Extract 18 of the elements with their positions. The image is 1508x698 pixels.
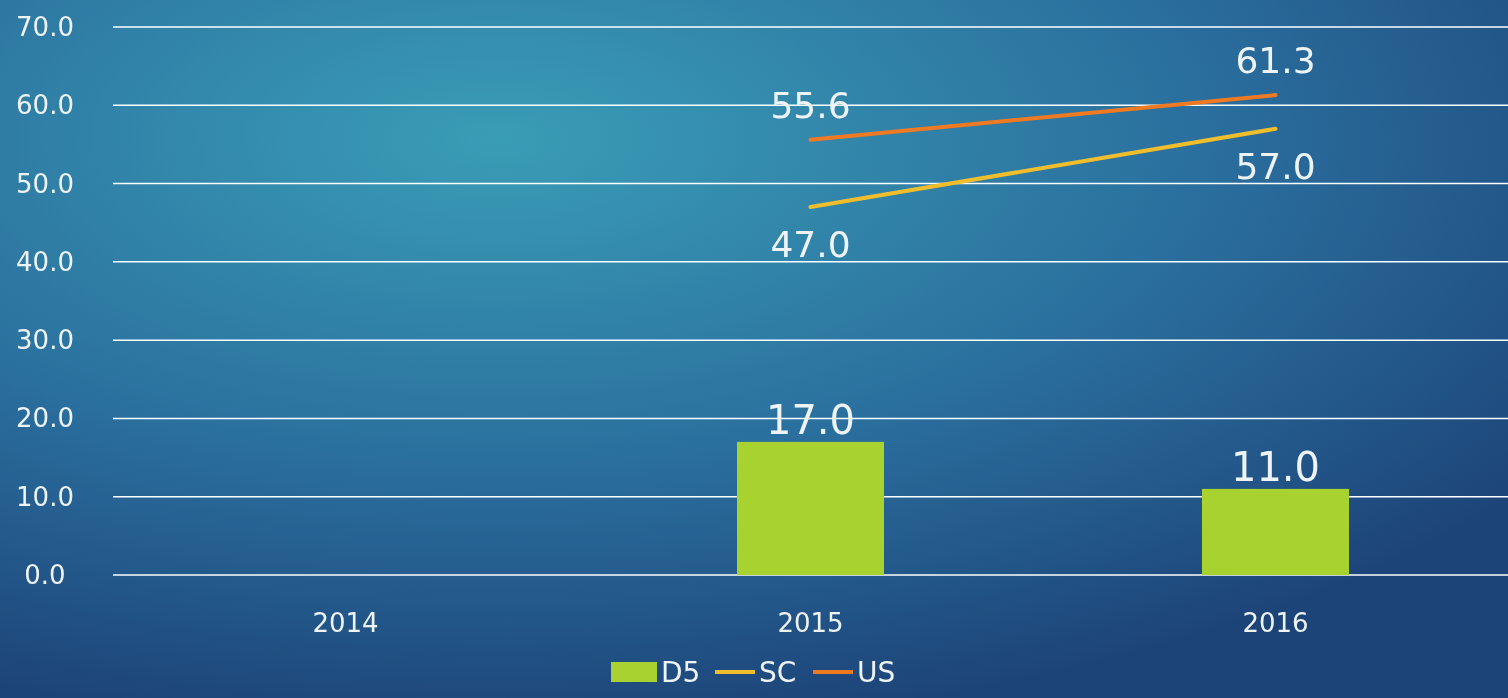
x-tick-label: 2014: [312, 608, 379, 638]
y-tick-label: 30.0: [16, 325, 74, 356]
y-tick-label: 60.0: [16, 90, 74, 121]
y-tick-label: 40.0: [16, 246, 74, 277]
y-tick-label: 20.0: [16, 403, 74, 434]
data-label: 57.0: [1235, 145, 1316, 187]
legend-label: SC: [759, 656, 797, 689]
legend-label: US: [857, 656, 896, 689]
y-tick-label: 0.0: [24, 560, 66, 590]
data-label: 11.0: [1230, 443, 1321, 490]
x-tick-label: 2016: [1242, 608, 1309, 638]
y-tick-label: 10.0: [16, 481, 74, 512]
y-tick-label: 50.0: [16, 168, 74, 199]
y-tick-label: 70.0: [16, 12, 74, 42]
x-tick-label: 2015: [777, 608, 844, 638]
data-label: 61.3: [1235, 40, 1316, 82]
legend-label: D5: [661, 656, 701, 689]
data-label: 47.0: [770, 224, 851, 266]
